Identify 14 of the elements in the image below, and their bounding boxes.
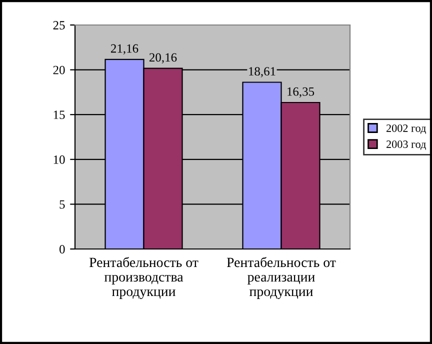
x-tick-label: Рентабельность от производства продукции xyxy=(89,257,198,300)
data-label: 16,35 xyxy=(288,87,314,98)
legend-label: 2003 год xyxy=(386,140,426,150)
legend-label: 2002 год xyxy=(386,124,426,134)
x-tick-label: Рентабельность от реализации продукции xyxy=(226,257,336,300)
data-label: 18,61 xyxy=(249,67,276,78)
y-tick-label: 10 xyxy=(54,155,65,164)
y-tick-label: 5 xyxy=(60,200,65,209)
y-tick-label: 20 xyxy=(53,66,65,74)
y-tick-label: 25 xyxy=(53,21,65,30)
y-tick-label: 0 xyxy=(60,245,65,254)
data-label: 20,16 xyxy=(149,53,177,64)
y-tick-label: 15 xyxy=(54,110,65,120)
data-label: 21,16 xyxy=(110,44,138,54)
